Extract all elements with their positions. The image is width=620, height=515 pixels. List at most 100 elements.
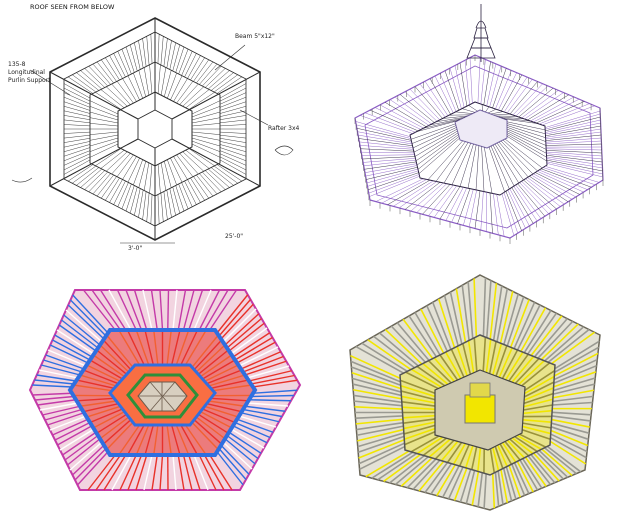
sketch-rafter [210, 72, 234, 91]
sketch-rafter [68, 76, 94, 94]
wireframe-rafter [537, 171, 584, 193]
wireframe-rafter [387, 179, 431, 205]
wireframe-rafter [480, 191, 484, 231]
wireframe-roof-model [354, 4, 604, 244]
shaded-rafter [522, 425, 551, 435]
wireframe-rafter [451, 143, 472, 185]
shaded-rafter [422, 362, 449, 385]
sketch-rafter [196, 61, 214, 84]
sketch-rafter [213, 165, 238, 184]
sketch-rafter [80, 168, 102, 188]
sketch-rafter [134, 42, 141, 70]
wireframe-rafter [459, 143, 474, 187]
sketch-rafter [184, 180, 197, 205]
shaded-rafter [497, 470, 504, 505]
sketch-rafter [181, 51, 193, 76]
shaded-rafter [485, 339, 492, 373]
shaded-rafter [514, 358, 540, 384]
shaded-rafter [403, 421, 436, 430]
wireframe-rafter [535, 172, 580, 195]
color-rafter [43, 359, 83, 373]
wireframe-inner-ring [409, 101, 548, 196]
sketch-rafter [175, 46, 185, 73]
color-rafter [193, 289, 212, 331]
color-rafter [76, 451, 109, 486]
sketch-rafter [191, 123, 221, 127]
wireframe-rafter [366, 167, 418, 180]
color-rafter [236, 418, 274, 433]
shaded-rafter [379, 332, 419, 367]
shaded-rafter [462, 343, 472, 375]
color-rafter [188, 289, 204, 331]
color-rafter [159, 454, 164, 491]
wireframe-rafter [496, 194, 505, 237]
wireframe-rafter [435, 116, 466, 123]
sketch-rafter [219, 144, 247, 152]
wireframe-rafter [379, 104, 424, 129]
sketch-rafter [125, 185, 135, 212]
color-coded-roof-model [28, 289, 302, 491]
color-rafter [242, 355, 284, 373]
shaded-rafter [522, 422, 552, 429]
sketch-rafter [88, 66, 108, 87]
sketch-rafter [219, 101, 247, 111]
color-rafter [230, 327, 268, 355]
sketch-rafter [63, 138, 91, 143]
wireframe-rafter [504, 138, 543, 169]
shaded-rafter [524, 381, 555, 398]
wireframe-rafter [546, 156, 603, 166]
sketch-rafter [219, 153, 247, 166]
wireframe-rafter [523, 179, 557, 210]
shaded-rafter [458, 444, 470, 467]
wireframe-rafter [361, 154, 415, 156]
wireframe-rafter [429, 78, 451, 115]
sketch-rafter [92, 173, 111, 195]
shaded-rafter [509, 438, 530, 457]
color-rafter [209, 289, 238, 331]
color-rafter [172, 454, 177, 491]
wireframe-rafter [480, 59, 486, 105]
wireframe-top-opening [454, 109, 508, 149]
color-rafter [250, 394, 295, 398]
wireframe-rafter [515, 184, 542, 219]
sketch-rafter [191, 106, 221, 118]
shaded-rafter [553, 371, 597, 388]
color-rafter [252, 389, 298, 394]
shaded-rafter [523, 398, 554, 408]
color-rafter [45, 354, 85, 370]
wireframe-rafter [404, 91, 438, 122]
shaded-rafter [431, 301, 452, 350]
sketch-note-left-2: Longitudinal [8, 69, 45, 76]
sketch-rafter [193, 59, 209, 82]
shaded-rafter [551, 411, 592, 416]
color-rafter [224, 313, 260, 346]
sketch-rafter [210, 167, 234, 186]
wireframe-rafter [507, 189, 526, 229]
shaded-rafter [553, 358, 598, 381]
wireframe-rafter [384, 102, 427, 127]
sketch-rafter [219, 106, 247, 114]
shaded-rafter [496, 444, 508, 467]
sketch-rafter [191, 100, 221, 115]
color-rafter [234, 421, 271, 439]
color-rafter [42, 405, 81, 416]
wireframe-rafter [484, 147, 493, 194]
wireframe-rafter [415, 132, 459, 161]
sketch-rafter [63, 150, 91, 162]
wireframe-rafter [475, 145, 480, 190]
sketch-rafter [190, 177, 205, 201]
sketch-rafter [101, 59, 117, 82]
wireframe-rafter [486, 63, 497, 107]
shaded-rafter [352, 383, 402, 397]
shaded-rafter [491, 473, 496, 509]
shaded-rafter [511, 355, 535, 383]
shaded-rafter [384, 328, 423, 365]
wireframe-rafter [525, 178, 561, 207]
color-rafter [64, 434, 99, 461]
color-rafter [224, 438, 256, 465]
sketch-rafter [100, 89, 125, 109]
sketch-rafter [111, 83, 131, 105]
wireframe-rafter [459, 62, 468, 107]
color-rafter [193, 454, 209, 491]
wireframe-rafter [546, 153, 603, 160]
